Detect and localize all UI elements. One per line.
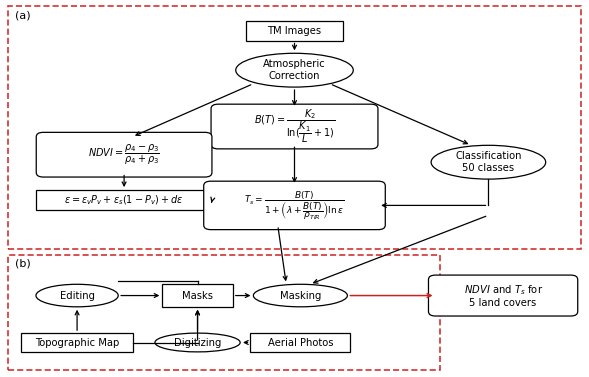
- Text: Topographic Map: Topographic Map: [35, 337, 119, 348]
- Text: (a): (a): [15, 10, 31, 20]
- Text: $\varepsilon = \varepsilon_v P_v + \varepsilon_s (1-P_v) + d\varepsilon$: $\varepsilon = \varepsilon_v P_v + \vare…: [64, 193, 184, 207]
- Ellipse shape: [36, 284, 118, 307]
- Text: Masking: Masking: [280, 291, 321, 300]
- Text: Aerial Photos: Aerial Photos: [267, 337, 333, 348]
- Text: (b): (b): [15, 259, 31, 269]
- Bar: [8, 255, 439, 369]
- FancyBboxPatch shape: [36, 190, 212, 210]
- FancyBboxPatch shape: [37, 132, 212, 177]
- Text: Masks: Masks: [182, 291, 213, 300]
- Text: Classification
50 classes: Classification 50 classes: [455, 152, 522, 173]
- Text: $B(T) = \dfrac{K_2}{\ln(\dfrac{K_1}{L}+1)}$: $B(T) = \dfrac{K_2}{\ln(\dfrac{K_1}{L}+1…: [254, 108, 335, 146]
- Ellipse shape: [431, 145, 545, 179]
- FancyBboxPatch shape: [211, 104, 378, 149]
- Ellipse shape: [253, 284, 348, 307]
- FancyBboxPatch shape: [250, 333, 350, 352]
- FancyBboxPatch shape: [428, 275, 578, 316]
- FancyBboxPatch shape: [163, 284, 233, 307]
- Text: Atmospheric
Correction: Atmospheric Correction: [263, 60, 326, 81]
- Text: $NDVI = \dfrac{\rho_4 - \rho_3}{\rho_4 + \rho_3}$: $NDVI = \dfrac{\rho_4 - \rho_3}{\rho_4 +…: [88, 143, 160, 167]
- Text: Editing: Editing: [59, 291, 95, 300]
- Bar: [8, 6, 581, 248]
- FancyBboxPatch shape: [204, 181, 385, 230]
- FancyBboxPatch shape: [246, 21, 343, 40]
- Text: TM Images: TM Images: [267, 26, 322, 36]
- Ellipse shape: [155, 333, 240, 352]
- Ellipse shape: [236, 53, 353, 87]
- FancyBboxPatch shape: [21, 333, 133, 352]
- Text: $NDVI$ and $T_s$ for
5 land covers: $NDVI$ and $T_s$ for 5 land covers: [464, 283, 542, 308]
- Text: $T_s = \dfrac{B(T)}{1+\left(\lambda + \dfrac{B(T)}{\rho_{TIR}}\right)\ln\varepsi: $T_s = \dfrac{B(T)}{1+\left(\lambda + \d…: [244, 189, 345, 222]
- Text: Digitizing: Digitizing: [174, 337, 221, 348]
